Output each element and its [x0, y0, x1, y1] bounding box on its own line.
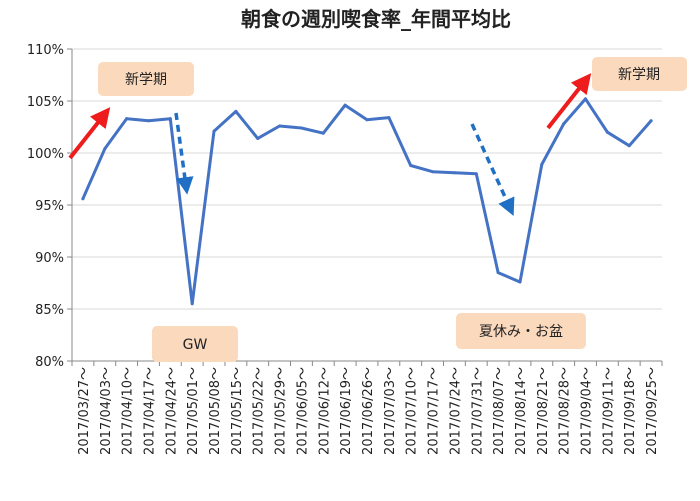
- arrow-up-icon: [546, 73, 592, 130]
- x-tick-label: 2017/08/14～: [514, 367, 529, 455]
- y-tick-label: 105%: [27, 95, 64, 110]
- x-tick-label: 2017/06/26～: [361, 367, 376, 455]
- data-point: [627, 144, 631, 148]
- annotation-text: 夏休み・お盆: [479, 324, 563, 340]
- data-point: [605, 130, 609, 134]
- x-tick-label: 2017/07/03～: [383, 367, 398, 455]
- data-point: [518, 280, 522, 284]
- x-tick-label: 2017/04/17～: [142, 367, 157, 455]
- annotation-new-term-autumn: 新学期: [592, 57, 687, 91]
- chart-title: 朝食の週別喫食率_年間平均比: [241, 7, 511, 31]
- x-tick-label: 2017/03/27～: [77, 367, 92, 455]
- y-tick-label: 80%: [35, 355, 64, 370]
- x-tick-label: 2017/06/05～: [295, 367, 310, 455]
- data-point: [387, 116, 391, 120]
- y-tick-label: 110%: [27, 43, 64, 58]
- x-tick-label: 2017/09/11～: [601, 367, 616, 455]
- x-tick-label: 2017/07/31～: [470, 367, 485, 455]
- x-tick-label: 2017/05/15～: [230, 367, 245, 455]
- annotation-new-term-spring: 新学期: [98, 62, 194, 96]
- x-tick-label: 2017/08/21～: [536, 367, 551, 455]
- data-point: [584, 97, 588, 101]
- data-point: [452, 171, 456, 175]
- data-point: [431, 170, 435, 174]
- x-tick-label: 2017/08/07～: [492, 367, 507, 455]
- y-axis: 80% 85% 90% 95% 100% 105% 110%: [27, 43, 73, 370]
- data-point: [540, 162, 544, 166]
- data-point: [649, 119, 653, 123]
- y-tick-label: 95%: [35, 199, 64, 214]
- data-point: [234, 109, 238, 113]
- data-point: [409, 163, 413, 167]
- y-tick-label: 100%: [27, 147, 64, 162]
- x-tick-label: 2017/07/24～: [448, 367, 463, 455]
- annotation-text: 新学期: [125, 72, 167, 88]
- annotation-text: GW: [183, 337, 208, 353]
- arrow-down-dashed-icon: [174, 112, 194, 195]
- x-tick-label: 2017/06/19～: [339, 367, 354, 455]
- x-tick-label: 2017/06/12～: [317, 367, 332, 455]
- data-point: [212, 129, 216, 133]
- y-tick-label: 90%: [35, 251, 64, 266]
- data-point: [365, 118, 369, 122]
- data-point: [256, 136, 260, 140]
- arrow-up-icon: [68, 107, 111, 160]
- series-line: [81, 97, 653, 306]
- gridlines: [72, 48, 662, 362]
- annotation-gw: GW: [152, 326, 238, 362]
- data-point: [321, 131, 325, 135]
- x-tick-label: 2017/05/22～: [252, 367, 267, 455]
- data-point: [190, 302, 194, 306]
- data-point: [299, 126, 303, 130]
- x-tick-label: 2017/04/10～: [121, 367, 136, 455]
- y-tick-label: 85%: [35, 303, 64, 318]
- x-tick-label: 2017/09/25～: [645, 367, 660, 455]
- x-axis: 2017/03/27～ 2017/04/03～ 2017/04/10～ 2017/04…: [71, 360, 663, 455]
- x-tick-label: 2017/08/28～: [558, 367, 573, 455]
- data-point: [474, 172, 478, 176]
- x-tick-label: 2017/05/29～: [274, 367, 289, 455]
- series-layer: [81, 97, 653, 306]
- x-tick-label: 2017/09/18～: [623, 367, 638, 455]
- x-tick-label: 2017/09/04～: [580, 367, 595, 455]
- x-tick-label: 2017/07/17～: [427, 367, 442, 455]
- x-tick-label: 2017/07/10～: [405, 367, 420, 455]
- arrow-down-dashed-icon: [470, 123, 515, 216]
- x-tick-label: 2017/04/24～: [164, 367, 179, 455]
- data-point: [496, 271, 500, 275]
- data-point: [278, 124, 282, 128]
- data-point: [562, 122, 566, 126]
- data-point: [81, 197, 85, 201]
- data-point: [103, 147, 107, 151]
- x-tick-label: 2017/05/08～: [208, 367, 223, 455]
- x-tick-label: 2017/04/03～: [99, 367, 114, 455]
- data-point: [146, 119, 150, 123]
- annotation-summer: 夏休み・お盆: [456, 313, 586, 349]
- data-point: [168, 117, 172, 121]
- data-point: [125, 117, 129, 121]
- data-point: [343, 103, 347, 107]
- annotation-text: 新学期: [618, 67, 660, 83]
- x-tick-label: 2017/05/01～: [186, 367, 201, 455]
